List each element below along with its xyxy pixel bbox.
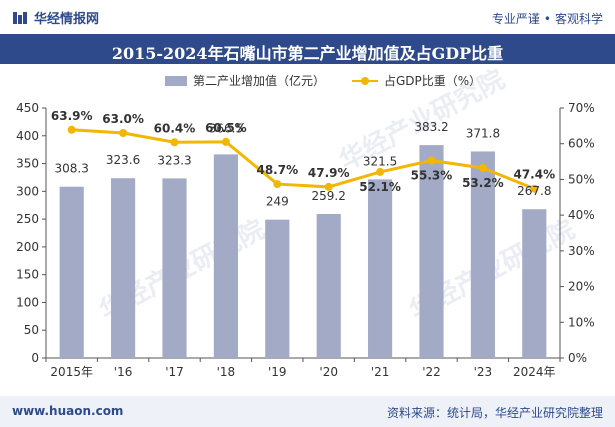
bar-data-label: 366.5 (209, 121, 243, 135)
tagline-left: 专业严谨 (491, 12, 540, 26)
line-point (376, 167, 385, 176)
footer-website: www.huaon.com (12, 404, 124, 418)
bar-data-label: 321.5 (363, 154, 397, 168)
bar (111, 178, 136, 358)
line-point (324, 182, 333, 191)
title-bar: 2015-2024年石嘴山市第二产业增加值及占GDP比重 (0, 34, 615, 64)
chart-title: 2015-2024年石嘴山市第二产业增加值及占GDP比重 (111, 44, 504, 63)
x-tick-label: 2024年 (513, 365, 556, 379)
chart-legend: 第二产业增加值（亿元） 占GDP比重（%） (0, 72, 615, 92)
right-tick-label: 30% (568, 244, 595, 258)
left-tick-label: 400 (16, 129, 39, 143)
line-point (119, 129, 128, 137)
line-data-label: 48.7% (256, 163, 298, 177)
bar (265, 219, 290, 358)
left-tick-label: 200 (16, 240, 39, 254)
line-data-label: 47.9% (308, 166, 350, 180)
x-tick-label: '23 (474, 365, 493, 379)
line-point (67, 125, 76, 134)
x-tick-label: '17 (165, 365, 184, 379)
line-point (170, 138, 179, 147)
x-tick-label: '20 (319, 365, 338, 379)
x-tick-label: 2015年 (50, 365, 93, 379)
line-point (221, 137, 230, 146)
x-tick-label: '16 (114, 365, 133, 379)
right-tick-label: 20% (568, 280, 595, 294)
bar-data-label: 267.8 (517, 184, 551, 198)
bar (59, 186, 84, 358)
line-data-label: 55.3% (411, 169, 453, 183)
footer-source: 资料来源：统计局，华经产业研究院整理 (386, 406, 603, 420)
x-tick-label: '22 (422, 365, 441, 379)
legend-item-line: 占GDP比重（%） (352, 72, 481, 89)
right-tick-label: 0% (568, 351, 587, 365)
line-data-label: 47.4% (513, 168, 555, 182)
tagline-separator: • (543, 12, 551, 26)
right-tick-label: 40% (568, 208, 595, 222)
top-bar: 华经情报网 专业严谨 • 客观科学 (0, 0, 615, 34)
bar (470, 151, 495, 358)
left-tick-label: 150 (16, 268, 39, 282)
left-tick-label: 350 (16, 157, 39, 171)
bar-data-label: 259.2 (312, 189, 346, 203)
tagline: 专业严谨 • 客观科学 (492, 10, 603, 27)
bar (419, 145, 444, 358)
chart-canvas: 0 50 100 150 200 250 300 350 400 450 0% 10% 20% 30% 40… (16, 101, 595, 379)
bar-data-label: 371.8 (466, 126, 500, 140)
right-tick-label: 10% (568, 315, 595, 329)
right-tick-label: 50% (568, 172, 595, 186)
bar-data-label: 323.6 (106, 153, 140, 167)
left-tick-label: 100 (16, 295, 39, 309)
bar-data-label: 323.3 (157, 153, 191, 167)
left-tick-label: 250 (16, 212, 39, 226)
brand-name: 华经情报网 (34, 12, 100, 27)
line-data-label: 53.2% (462, 176, 504, 190)
line-point (530, 184, 539, 193)
line-point (273, 180, 282, 189)
right-tick-label: 60% (568, 137, 595, 151)
left-tick-label: 300 (16, 184, 39, 198)
line-series (71, 128, 535, 191)
brand: 华经情报网 (12, 8, 99, 27)
left-tick-label: 0 (31, 351, 39, 365)
legend-line-swatch (352, 76, 378, 86)
bar-data-label: 308.3 (55, 162, 89, 176)
bar (522, 209, 547, 358)
x-tick-label: '18 (217, 365, 236, 379)
line-point (427, 156, 436, 165)
line-point (478, 164, 487, 172)
x-tick-label: '19 (268, 365, 287, 379)
legend-item-bar: 第二产业增加值（亿元） (165, 72, 325, 89)
footer: www.huaon.com 资料来源：统计局，华经产业研究院整理 (0, 396, 615, 427)
bar (316, 214, 341, 358)
bar (213, 154, 238, 358)
left-tick-label: 50 (24, 323, 39, 337)
legend-line-label: 占GDP比重（%） (384, 74, 482, 88)
x-tick-label: '21 (371, 365, 390, 379)
line-data-label: 52.1% (359, 180, 401, 194)
bar (162, 178, 187, 358)
line-data-label: 60.5% (205, 121, 247, 135)
legend-bar-swatch (165, 75, 187, 86)
bar-data-label: 383.2 (414, 120, 448, 134)
tagline-right: 客观科学 (554, 12, 603, 26)
bar-data-label: 249 (266, 195, 289, 209)
right-tick-label: 70% (568, 101, 595, 115)
line-data-label: 63.9% (51, 109, 93, 123)
line-data-label: 63.0% (102, 112, 144, 126)
line-data-label: 60.4% (154, 121, 196, 135)
logo-icon (13, 11, 27, 24)
legend-bar-label: 第二产业增加值（亿元） (193, 74, 326, 88)
left-tick-label: 450 (16, 101, 39, 115)
bar (368, 179, 393, 358)
